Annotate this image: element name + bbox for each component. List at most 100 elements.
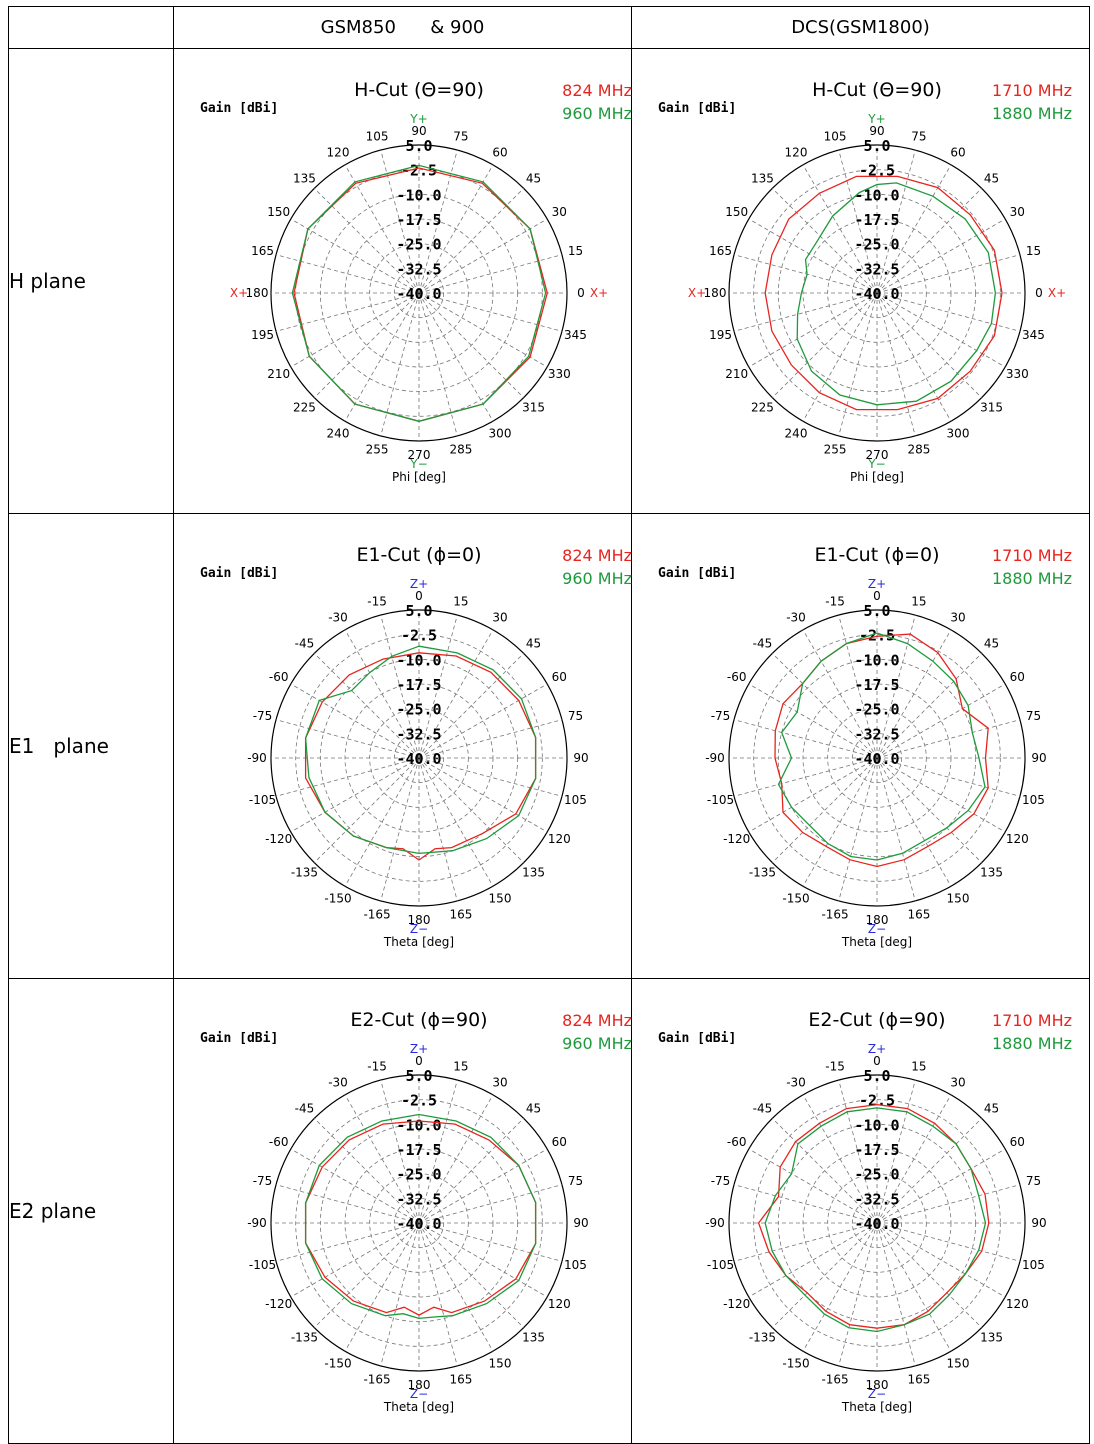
angle-tick-label: 165: [907, 1372, 930, 1386]
grid-spoke: [418, 1222, 548, 1297]
grid-ring: [753, 168, 1001, 417]
gain-label: Gain [dBi]: [658, 101, 736, 116]
angle-tick-label: -15: [825, 594, 845, 608]
grid-spoke: [876, 1222, 916, 1366]
legend-entry: 1710 MHz: [992, 1011, 1072, 1030]
grid-spoke: [344, 629, 420, 758]
header-gsm850-900: GSM850 & 900: [173, 6, 632, 49]
angle-tick-label: 255: [824, 442, 847, 456]
radial-tick-label: -40.0: [396, 1215, 441, 1233]
angle-tick-label: -165: [363, 907, 390, 921]
gain-label: Gain [dBi]: [658, 566, 736, 581]
angle-tick-label: 45: [526, 1101, 541, 1115]
top-axis-marker: Y+: [867, 112, 885, 126]
bottom-axis-marker: Z−: [410, 1387, 428, 1401]
legend-entry: 960 MHz: [562, 104, 632, 123]
series-line: [291, 164, 547, 422]
angle-tick-label: 165: [251, 244, 274, 258]
angle-tick-label: 75: [1026, 709, 1041, 723]
grid-spoke: [418, 187, 524, 293]
angle-tick-label: 75: [453, 129, 468, 143]
angle-tick-label: 120: [548, 1297, 571, 1311]
angle-tick-label: -90: [705, 1216, 725, 1230]
grid-spoke: [314, 292, 420, 398]
chart-title: E2-Cut (ϕ=90): [808, 1009, 945, 1031]
angle-tick-label: -30: [786, 1075, 806, 1089]
angle-tick-label: 180: [408, 913, 431, 927]
angle-tick-label: 300: [947, 426, 970, 440]
row-label-e2-plane: E2 plane: [8, 978, 174, 1444]
angle-tick-label: 165: [709, 244, 732, 258]
angle-tick-label: 150: [725, 205, 748, 219]
radial-tick-label: -2.5: [401, 161, 437, 179]
series-line: [304, 1113, 537, 1319]
plot-cell: 0 15 30 45 60 75 90 105 120 135 150 165 180 195 210 225…: [173, 48, 632, 514]
grid-spoke: [380, 292, 420, 436]
radial-tick-label: -17.5: [854, 211, 899, 229]
angle-tick-label: -15: [367, 1059, 387, 1073]
angle-tick-label: -150: [324, 1356, 351, 1370]
chart-title: H-Cut (Θ=90): [812, 79, 942, 101]
grid-spoke: [876, 149, 916, 293]
angle-tick-label: -135: [749, 1330, 776, 1344]
series-line: [796, 181, 997, 405]
grid-spoke: [876, 292, 1006, 367]
legend-entry: 1880 MHz: [992, 569, 1072, 588]
grid-spoke: [876, 757, 952, 886]
grid-spoke: [290, 1148, 420, 1223]
radial-tick-label: -17.5: [396, 1141, 441, 1159]
left-axis-marker: X+: [688, 286, 706, 300]
angle-tick-label: -75: [253, 709, 273, 723]
angle-tick-label: 60: [1010, 1135, 1025, 1149]
angle-tick-label: 45: [984, 636, 999, 650]
grid-spoke: [418, 292, 548, 367]
radial-tick-label: -40.0: [396, 285, 441, 303]
angle-tick-label: 60: [552, 1135, 567, 1149]
plot-cell: -15 0 15 30 45 60 75 90 105 120 135 150 165 180 -165 -1…: [173, 978, 632, 1444]
grid-spoke: [418, 253, 563, 293]
series-line: [304, 645, 537, 854]
grid-spoke: [876, 683, 1006, 758]
grid-spoke: [876, 757, 1021, 797]
angle-tick-label: 30: [950, 610, 965, 624]
grid-spoke: [275, 292, 420, 332]
radial-tick-label: -10.0: [396, 1116, 441, 1134]
chart-title: E2-Cut (ϕ=90): [350, 1009, 487, 1031]
angle-tick-label: 45: [526, 171, 541, 185]
angle-tick-label: 135: [522, 1330, 545, 1344]
radial-tick-label: -17.5: [854, 1141, 899, 1159]
radial-tick-label: -10.0: [854, 186, 899, 204]
angle-tick-label: 0: [873, 1054, 881, 1068]
angle-tick-label: 165: [449, 907, 472, 921]
angle-tick-label: -15: [367, 594, 387, 608]
angle-tick-label: -150: [782, 891, 809, 905]
top-axis-marker: Z+: [410, 1042, 428, 1056]
angle-tick-label: 75: [568, 1174, 583, 1188]
angle-tick-label: -45: [295, 636, 315, 650]
series-line: [764, 1106, 987, 1332]
angle-tick-label: 210: [725, 367, 748, 381]
angle-tick-label: 120: [1006, 832, 1029, 846]
grid-spoke: [418, 292, 563, 332]
angle-tick-label: 15: [1026, 244, 1041, 258]
angle-tick-label: 90: [573, 751, 588, 765]
grid-spoke: [733, 718, 878, 758]
angle-tick-label: -90: [705, 751, 725, 765]
top-axis-marker: Z+: [410, 577, 428, 591]
angle-tick-label: 345: [1022, 327, 1045, 341]
grid-spoke: [418, 629, 494, 758]
radial-tick-label: -17.5: [396, 211, 441, 229]
angle-tick-label: 165: [449, 1372, 472, 1386]
grid-spoke: [748, 1222, 878, 1297]
grid-spoke: [290, 292, 420, 367]
angle-tick-label: 30: [1010, 205, 1025, 219]
legend-entry: 1880 MHz: [992, 1034, 1072, 1053]
angle-tick-label: 75: [1026, 1174, 1041, 1188]
grid-spoke: [418, 1222, 458, 1366]
grid-spoke: [418, 218, 548, 293]
angle-tick-label: 120: [327, 145, 350, 159]
angle-tick-label: 180: [866, 1378, 889, 1392]
axis-label: Theta [deg]: [383, 1400, 454, 1414]
plot-cell: -15 0 15 30 45 60 75 90 105 120 135 150 165 180 -165 -1…: [173, 513, 632, 979]
